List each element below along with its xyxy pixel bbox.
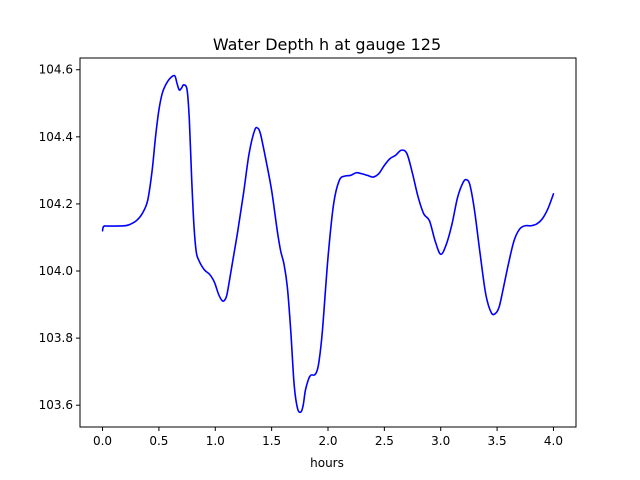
- x-axis-label: hours: [310, 456, 344, 470]
- plot-frame: [79, 57, 577, 428]
- x-tick-label: 4.0: [544, 434, 563, 448]
- x-tick-label: 2.0: [318, 434, 337, 448]
- x-tick-label: 3.0: [431, 434, 450, 448]
- x-tick-label: 0.5: [149, 434, 168, 448]
- x-tick-label: 3.5: [488, 434, 507, 448]
- x-tick-label: 2.5: [375, 434, 394, 448]
- y-axis: 103.6 103.8 104.0 104.2 104.4 104.6: [39, 63, 80, 412]
- y-tick-label: 104.0: [39, 264, 73, 278]
- y-tick-label: 103.6: [39, 398, 73, 412]
- x-tick-label: 1.5: [262, 434, 281, 448]
- x-axis: 0.0 0.5 1.0 1.5 2.0 2.5 3.0 3.5 4.0: [93, 427, 563, 448]
- plot-area: [101, 74, 555, 414]
- y-tick-label: 104.2: [39, 197, 73, 211]
- y-tick-label: 103.8: [39, 331, 73, 345]
- x-tick-label: 1.0: [206, 434, 225, 448]
- y-tick-label: 104.6: [39, 63, 73, 77]
- chart-title: Water Depth h at gauge 125: [213, 35, 441, 54]
- y-tick-label: 104.4: [39, 130, 73, 144]
- x-tick-label: 0.0: [93, 434, 112, 448]
- series-line-0: [101, 74, 555, 414]
